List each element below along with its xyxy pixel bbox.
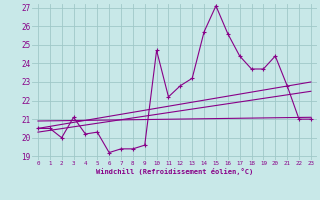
X-axis label: Windchill (Refroidissement éolien,°C): Windchill (Refroidissement éolien,°C) xyxy=(96,168,253,175)
